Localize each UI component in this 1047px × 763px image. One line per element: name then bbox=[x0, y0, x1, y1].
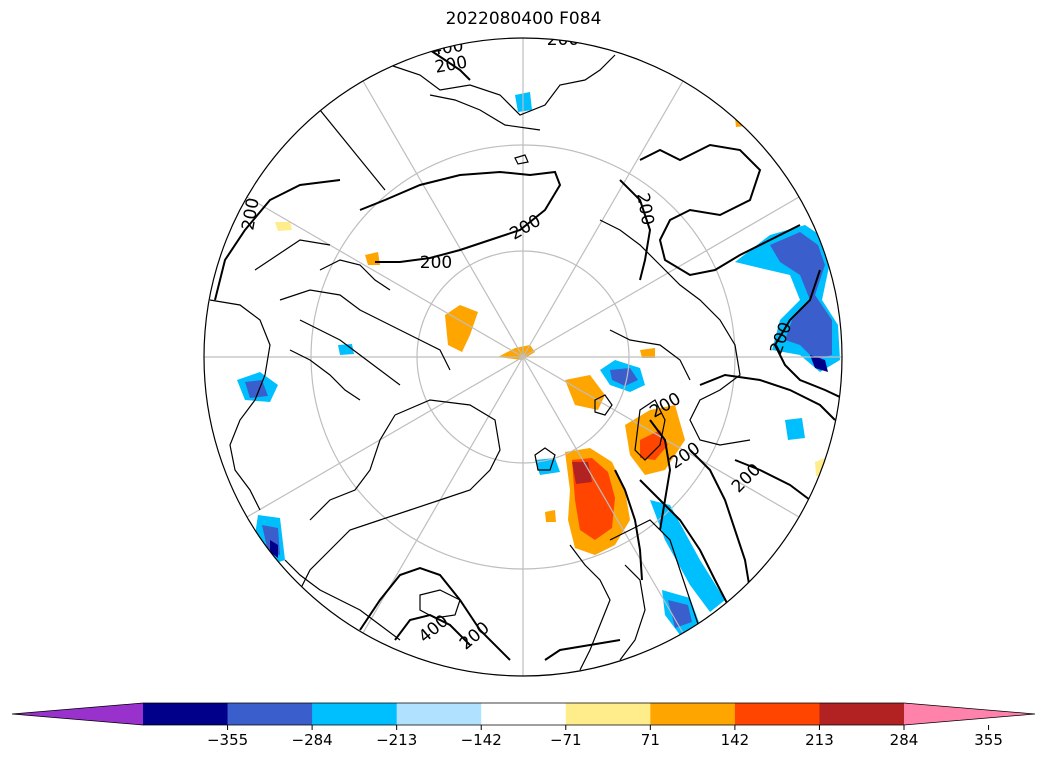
shaded-anomalies bbox=[237, 92, 840, 635]
colorbar-tick-label: −213 bbox=[376, 731, 417, 749]
shade-darkblue-taimyr bbox=[610, 368, 638, 386]
polar-map: 200 200 200 200 400 200 200 200 200 200 … bbox=[203, 37, 843, 677]
colorbar-segment bbox=[819, 703, 905, 725]
colorbar-extend-high bbox=[904, 703, 1035, 725]
contour-label: 200 bbox=[728, 460, 765, 497]
colorbar-tick-label: 355 bbox=[974, 731, 1003, 749]
colorbar-tick-label: −284 bbox=[292, 731, 333, 749]
coastlines bbox=[209, 54, 751, 671]
contour-label: 200 bbox=[632, 191, 657, 226]
contour-label: 200 bbox=[238, 196, 263, 231]
colorbar-segment bbox=[143, 703, 229, 725]
colorbar-tick-label: 213 bbox=[805, 731, 834, 749]
colorbar-tick-label: 284 bbox=[890, 731, 919, 749]
shade-navy-east bbox=[810, 355, 828, 372]
colorbar-extend-low bbox=[12, 703, 143, 725]
colorbar-segment bbox=[650, 703, 736, 725]
shade-orange-small-2 bbox=[640, 348, 655, 358]
colorbar-tick-label: 71 bbox=[641, 731, 660, 749]
colorbar-tick-label: −71 bbox=[550, 731, 582, 749]
contour-label-group: 200 200 200 200 400 200 200 200 200 200 … bbox=[238, 38, 796, 654]
colorbar-segment bbox=[227, 703, 313, 725]
shade-blue-barents bbox=[535, 458, 560, 475]
colorbar: −355 −284 −213 −142 −71 71 142 213 284 355 bbox=[11, 702, 1036, 749]
colorbar-segment bbox=[565, 703, 651, 725]
shade-blue-scandinavia bbox=[650, 500, 725, 612]
shade-orange-small-4 bbox=[545, 510, 556, 522]
colorbar-segment bbox=[396, 703, 482, 725]
shade-blue-small-east bbox=[785, 418, 805, 440]
colorbar-segment bbox=[312, 703, 398, 725]
contour-label: 200 bbox=[456, 618, 494, 654]
shade-yellow-small-1 bbox=[275, 222, 292, 231]
shade-orange-small-1 bbox=[365, 252, 380, 265]
shade-orange-center bbox=[498, 345, 535, 360]
height-contours bbox=[214, 49, 842, 661]
contour-label: 200 bbox=[420, 253, 452, 273]
shade-darkblue-canada bbox=[245, 380, 268, 398]
graticule bbox=[204, 38, 842, 676]
shade-darkblue-east bbox=[770, 232, 832, 360]
shade-darkblue-baltic bbox=[668, 600, 692, 628]
colorbar-tick-label: −142 bbox=[461, 731, 502, 749]
colorbar-segment bbox=[734, 703, 820, 725]
map-title: 2022080400 F084 bbox=[445, 9, 602, 29]
map-boundary bbox=[203, 37, 843, 677]
colorbar-tick-label: 142 bbox=[721, 731, 750, 749]
colorbar-tick-label: −355 bbox=[207, 731, 248, 749]
colorbar-segment bbox=[481, 703, 567, 725]
shade-blue-small-west bbox=[338, 344, 354, 355]
shade-orange-small-3 bbox=[735, 115, 746, 127]
colorbar-outline bbox=[11, 702, 1036, 726]
